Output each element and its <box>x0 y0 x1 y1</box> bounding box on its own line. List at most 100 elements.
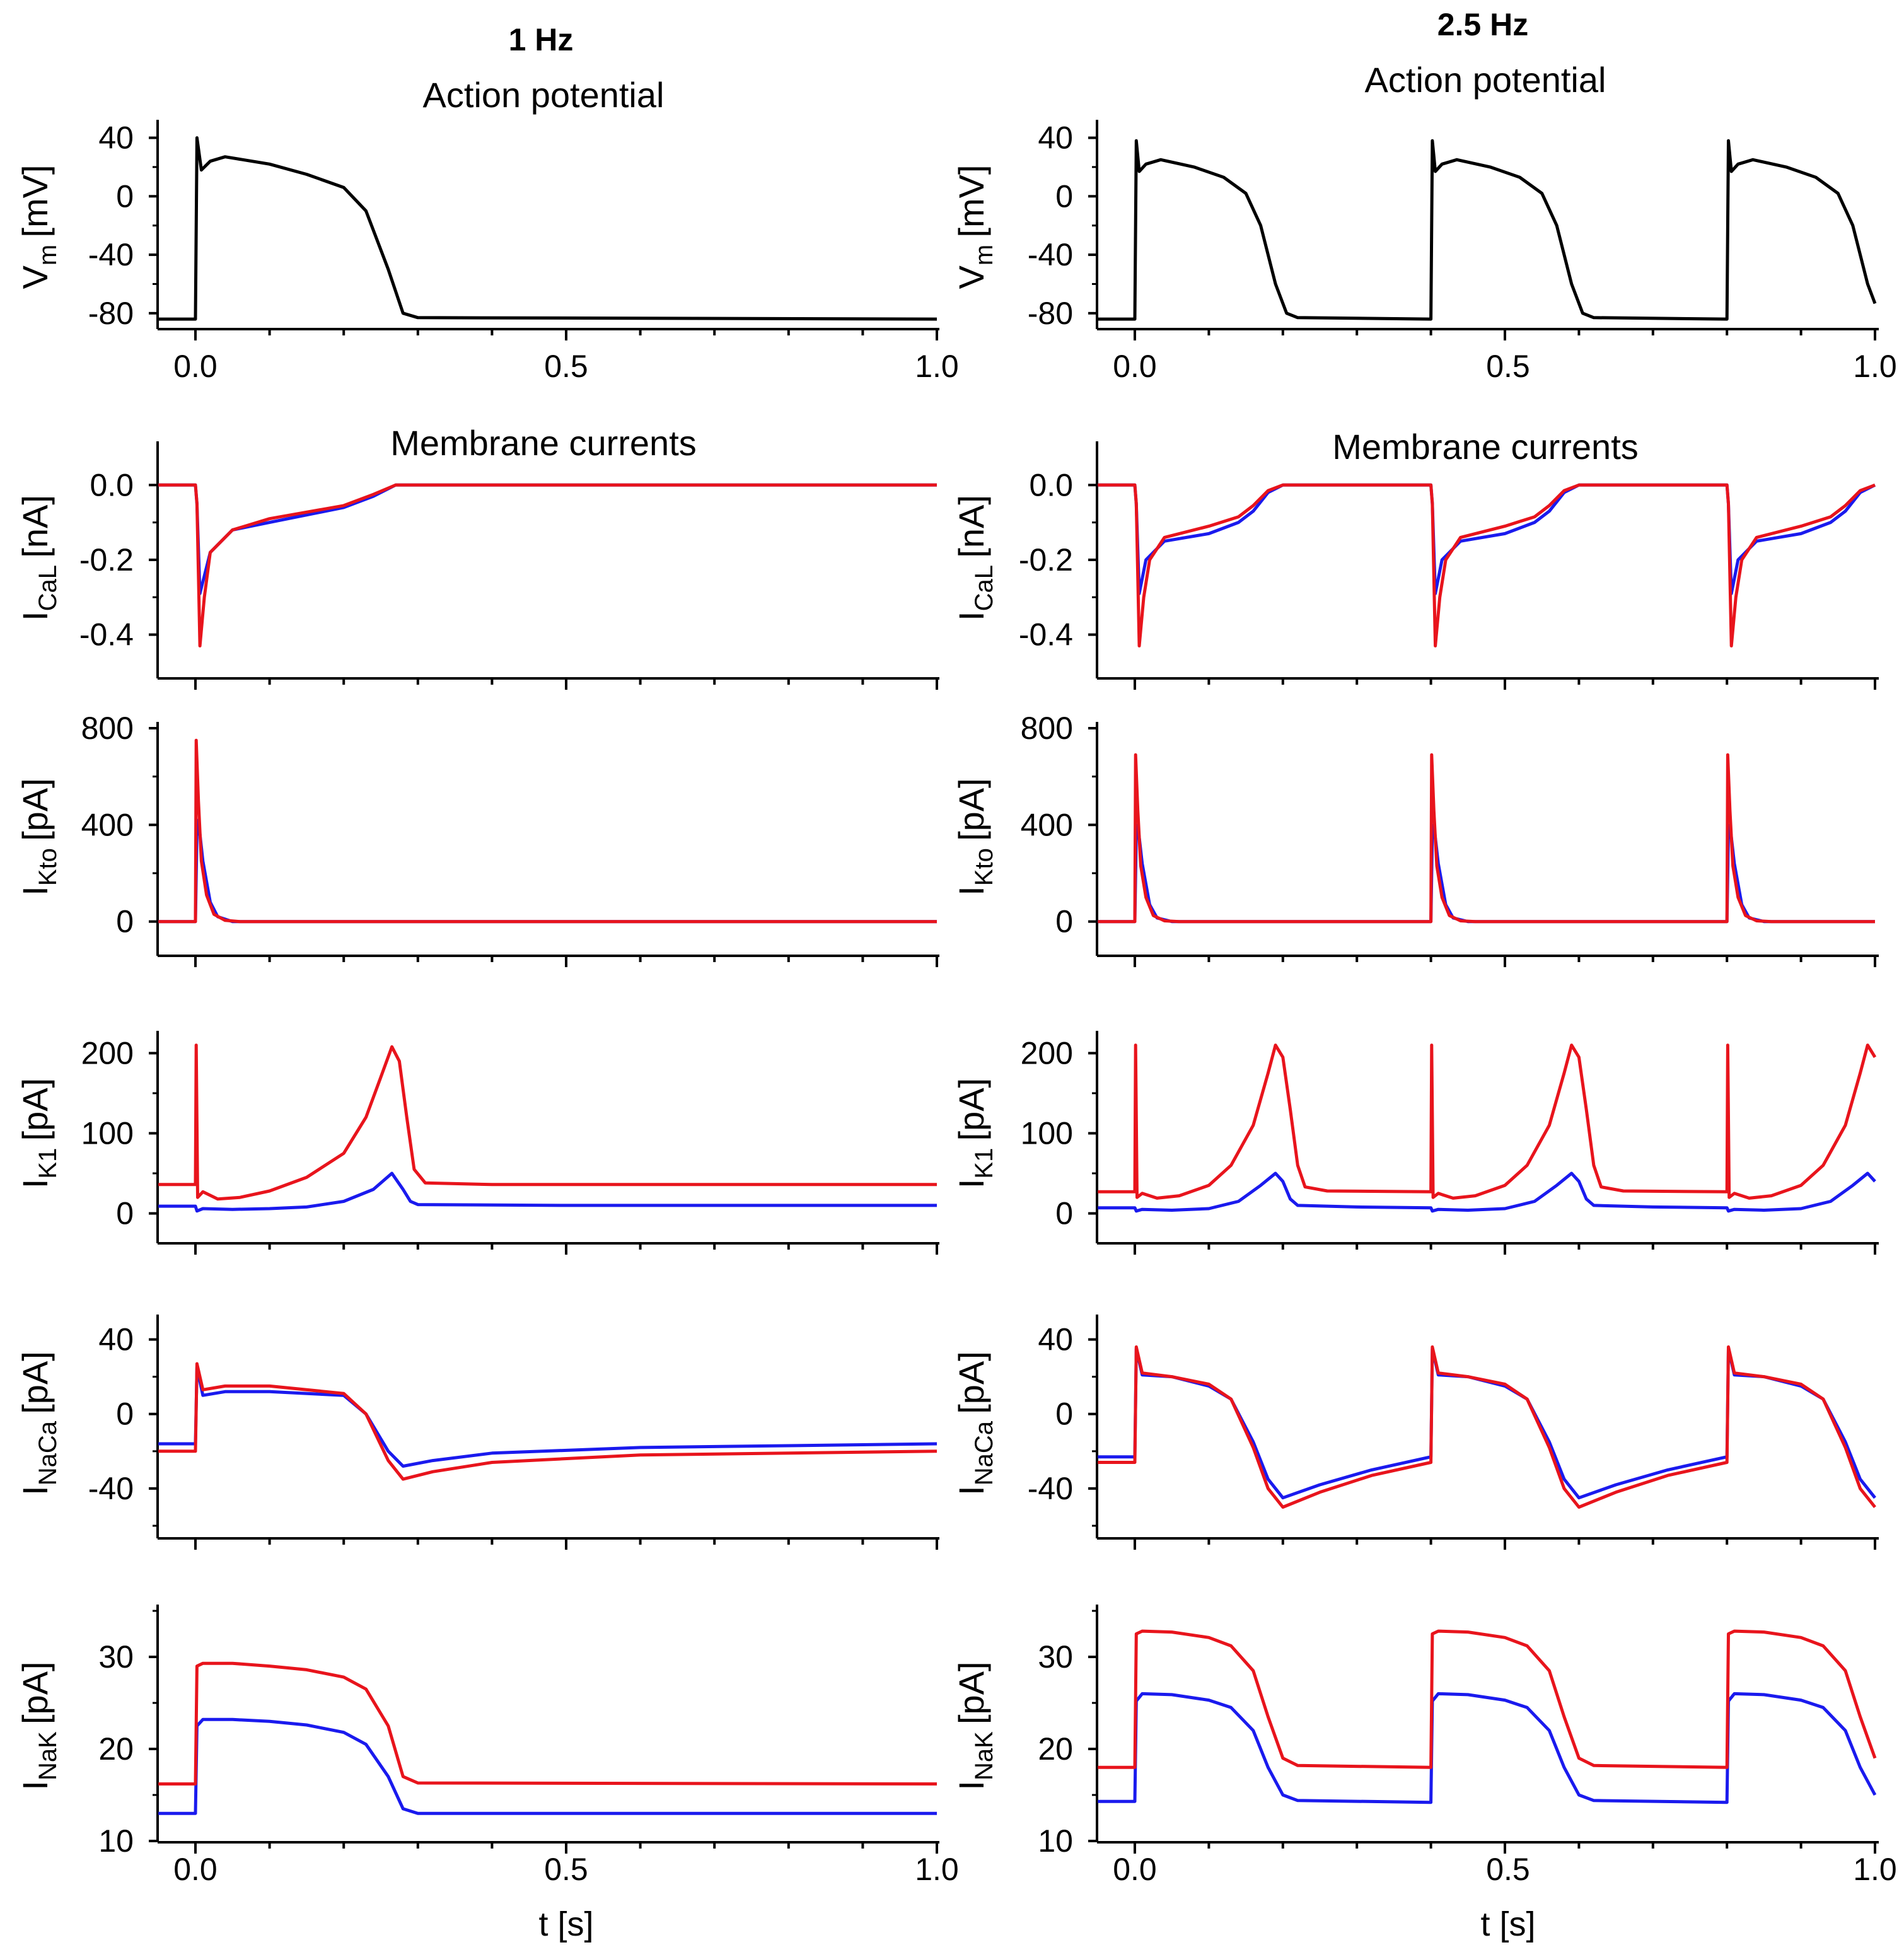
col1-top-xtick-1: 1.0 <box>915 349 959 384</box>
ik1-panel-col1: 200 100 0 IK1 [pA] <box>15 1031 939 1255</box>
inaca-ytick-label: 0 <box>1055 1397 1073 1432</box>
vm-panel-col1: 40 0 -40 -80 Vm [mV] <box>15 120 939 340</box>
ical-ylabel-sub: CaL <box>34 565 62 611</box>
ikto-panel-col2: 800 400 0 IKto [pA] <box>951 711 1879 967</box>
col2-bottom-xtick-labels: 0.0 0.5 1.0 <box>1113 1852 1897 1887</box>
ik1-panel-col2: 200 100 0 IK1 [pA] <box>951 1031 1879 1255</box>
inak-ylabel: INaK [pA] <box>15 1661 62 1790</box>
ikto-series-blue <box>1098 823 1875 924</box>
col1-currents-title: Membrane currents <box>390 423 697 463</box>
vm-ytick-label: -40 <box>1028 237 1073 272</box>
inaca-ylabel: INaCa [pA] <box>951 1351 998 1495</box>
inak-ylabel-sub: NaK <box>970 1731 998 1780</box>
inaca-series-blue <box>1098 1347 1876 1500</box>
ical-ytick-label: 0.0 <box>90 467 134 502</box>
col1-bottom-xtick-1: 1.0 <box>915 1852 959 1887</box>
inaca-ylabel-unit: [pA] <box>951 1351 991 1421</box>
ik1-ylabel-unit: [pA] <box>15 1078 55 1148</box>
ical-ylabel-main: I <box>951 611 991 621</box>
inak-series-blue <box>1098 1692 1877 1804</box>
col1-bottom-xtick-0: 0.0 <box>173 1852 218 1887</box>
col2-currents-title: Membrane currents <box>1332 427 1639 467</box>
inaca-ytick-label: -40 <box>88 1471 134 1506</box>
inak-ytick-label: 20 <box>98 1731 134 1767</box>
vm-ylabel-unit: [mV] <box>15 165 55 244</box>
ikto-ylabel-main: I <box>951 886 991 896</box>
inaca-ylabel: INaCa [pA] <box>15 1351 62 1495</box>
ik1-ytick-label: 100 <box>81 1116 134 1151</box>
inaca-ylabel-sub: NaCa <box>970 1420 998 1485</box>
inak-panel-col2: 30 20 10 INaK [pA] <box>951 1605 1879 1859</box>
ical-series-blue <box>1098 483 1876 595</box>
inaca-ytick-label: 40 <box>1038 1322 1073 1357</box>
inak-ytick-label: 10 <box>98 1823 134 1859</box>
inak-ylabel-sub: NaK <box>34 1731 62 1780</box>
vm-series-Vm <box>158 136 937 321</box>
inak-series-red <box>1098 1629 1877 1769</box>
inaca-ytick-label: 40 <box>98 1322 134 1357</box>
inak-series-red <box>158 1661 937 1786</box>
ikto-ylabel-main: I <box>15 886 55 896</box>
ik1-ytick-label: 100 <box>1021 1116 1073 1151</box>
inak-ylabel-unit: [pA] <box>951 1661 991 1731</box>
inaca-panel-col2: 40 0 -40 INaCa [pA] <box>951 1315 1879 1550</box>
ical-ytick-label: -0.4 <box>1019 617 1073 653</box>
inaca-panel-col1: 40 0 -40 INaCa [pA] <box>15 1315 939 1550</box>
ical-ytick-label: -0.4 <box>79 617 134 653</box>
vm-ytick-label: -80 <box>88 296 134 331</box>
ikto-series-blue <box>158 818 937 924</box>
inak-ytick-label: 20 <box>1038 1731 1073 1767</box>
vm-ylabel: Vm [mV] <box>951 165 998 289</box>
vm-ylabel-main: V <box>15 265 55 289</box>
ical-ylabel-main: I <box>15 611 55 621</box>
ik1-series-blue <box>158 1171 937 1213</box>
col2-title: 2.5 Hz <box>1437 7 1529 42</box>
inaca-ylabel-main: I <box>15 1485 55 1495</box>
ikto-ytick-label: 400 <box>1021 807 1073 842</box>
ical-panel-col1: 0.0 -0.2 -0.4 ICaL [nA] <box>15 441 939 690</box>
ical-ytick-label: 0.0 <box>1029 467 1073 502</box>
col2-top-xtick-05: 0.5 <box>1486 349 1530 384</box>
inak-ytick-label: 30 <box>1038 1639 1073 1675</box>
vm-ytick-label: 0 <box>1055 178 1073 214</box>
ik1-ytick-label: 0 <box>1055 1196 1073 1231</box>
ikto-ylabel-unit: [pA] <box>951 778 991 848</box>
inak-series-blue <box>158 1717 937 1815</box>
ik1-ylabel: IK1 [pA] <box>951 1078 998 1188</box>
ik1-ylabel-main: I <box>15 1179 55 1189</box>
ical-ylabel-unit: [nA] <box>15 495 55 565</box>
ik1-ytick-label: 200 <box>1021 1035 1073 1071</box>
ical-series-red <box>158 483 937 647</box>
col1-top-xtick-05: 0.5 <box>544 349 588 384</box>
ical-ytick-label: -0.2 <box>1019 542 1073 578</box>
ical-ytick-label: -0.2 <box>79 542 134 578</box>
ikto-series-red <box>1098 753 1875 924</box>
vm-ytick-label: 0 <box>116 178 134 214</box>
col1-bottom-xtick-labels: 0.0 0.5 1.0 <box>173 1852 959 1887</box>
inak-ytick-label: 10 <box>1038 1823 1073 1859</box>
ikto-panel-col1: 800 400 0 IKto [pA] <box>15 711 939 967</box>
vm-ytick-label: 40 <box>98 120 134 156</box>
ical-ylabel: ICaL [nA] <box>15 495 62 621</box>
vm-ytick-label: -80 <box>1028 296 1073 331</box>
vm-ylabel: Vm [mV] <box>15 165 62 289</box>
col2-top-xtick-labels: 0.0 0.5 1.0 <box>1113 349 1897 384</box>
ikto-ylabel-sub: Kto <box>970 848 998 886</box>
vm-ylabel-main: V <box>951 265 991 289</box>
vm-series-Vm <box>1098 139 1877 321</box>
inaca-ylabel-main: I <box>951 1485 991 1495</box>
ik1-ylabel-unit: [pA] <box>951 1078 991 1148</box>
ikto-ylabel-sub: Kto <box>34 848 62 886</box>
col2-top-xtick-0: 0.0 <box>1113 349 1157 384</box>
ik1-series-blue <box>1098 1171 1876 1213</box>
col2-bottom-xtick-0: 0.0 <box>1113 1852 1157 1887</box>
ik1-series-red <box>158 1043 937 1201</box>
ikto-ytick-label: 0 <box>1055 904 1073 939</box>
ik1-ylabel-sub: K1 <box>34 1148 62 1179</box>
ikto-ytick-label: 400 <box>81 807 134 842</box>
vm-ylabel-unit: [mV] <box>951 165 991 244</box>
col1-bottom-xtick-05: 0.5 <box>544 1852 588 1887</box>
ical-panel-col2: 0.0 -0.2 -0.4 ICaL [nA] <box>951 441 1879 690</box>
inaca-ytick-label: 0 <box>116 1397 134 1432</box>
